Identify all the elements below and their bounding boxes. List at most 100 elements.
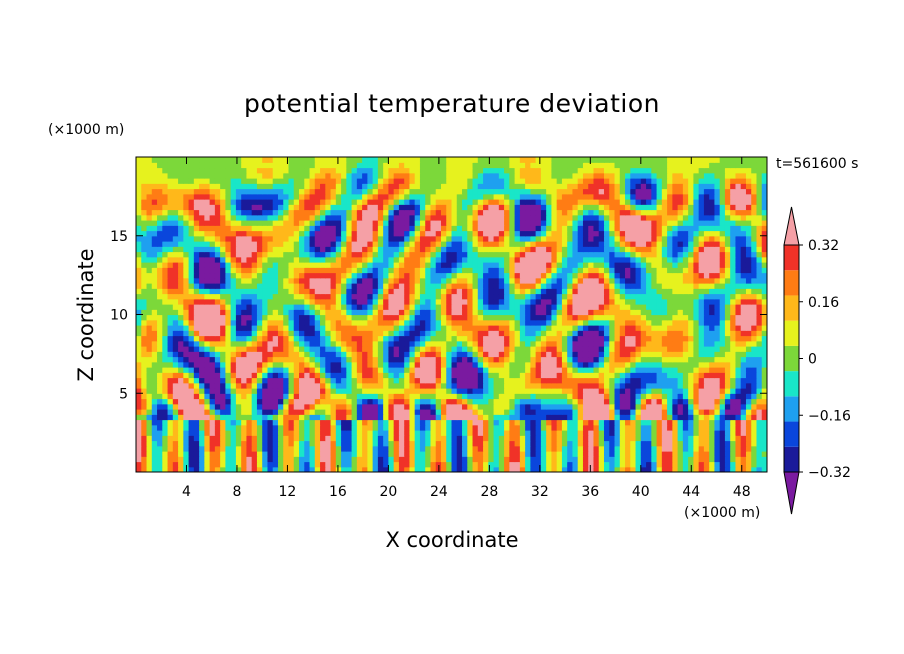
heatmap-cell (277, 262, 284, 268)
heatmap-cell (477, 398, 484, 405)
heatmap-cell (288, 361, 295, 368)
heatmap-cell (225, 414, 232, 421)
heatmap-cell (351, 309, 358, 316)
heatmap-cell (751, 414, 758, 421)
heatmap-cell (356, 288, 363, 295)
heatmap-cell (598, 451, 605, 457)
heatmap-cell (498, 288, 505, 295)
heatmap-cell (404, 451, 411, 457)
heatmap-cell (209, 451, 216, 457)
heatmap-cell (672, 440, 679, 447)
heatmap-cell (346, 451, 353, 457)
heatmap-cell (751, 430, 758, 436)
heatmap-cell (724, 382, 731, 389)
heatmap-cell (299, 293, 305, 300)
heatmap-cell (472, 277, 479, 284)
heatmap-cell (556, 288, 563, 295)
heatmap-cell (440, 398, 447, 405)
heatmap-cell (283, 361, 290, 368)
heatmap-cell (672, 304, 679, 310)
heatmap-cell (314, 440, 321, 447)
heatmap-cell (546, 314, 553, 321)
heatmap-cell (320, 283, 326, 289)
heatmap-cell (535, 451, 542, 457)
heatmap-cell (151, 388, 158, 394)
heatmap-cell (556, 403, 563, 410)
heatmap-cell (162, 388, 169, 394)
heatmap-cell (204, 466, 211, 472)
heatmap-cell (646, 309, 652, 316)
heatmap-cell (530, 403, 537, 410)
heatmap-cell (603, 398, 610, 405)
heatmap-cell (277, 293, 284, 300)
heatmap-cell (304, 393, 311, 400)
heatmap-cell (372, 319, 379, 326)
heatmap-cell (225, 304, 232, 310)
heatmap-cell (598, 335, 605, 342)
heatmap-cell (383, 393, 389, 400)
heatmap-cell (178, 340, 184, 347)
heatmap-cell (356, 283, 363, 289)
heatmap-cell (588, 340, 595, 347)
heatmap-cell (572, 283, 579, 289)
heatmap-cell (404, 293, 411, 300)
heatmap-cell (309, 293, 316, 300)
heatmap-cell (735, 388, 742, 394)
heatmap-cell (730, 445, 737, 452)
heatmap-cell (588, 430, 595, 436)
heatmap-cell (756, 398, 763, 405)
heatmap-cell (188, 335, 195, 342)
heatmap-cell (414, 272, 421, 279)
heatmap-cell (414, 288, 421, 295)
heatmap-cell (341, 314, 347, 321)
heatmap-cell (719, 382, 726, 389)
heatmap-cell (214, 414, 221, 421)
heatmap-cell (630, 456, 637, 463)
heatmap-cell (682, 361, 689, 368)
heatmap-cell (540, 451, 547, 457)
heatmap-cell (293, 262, 300, 268)
heatmap-cell (288, 309, 295, 316)
heatmap-cell (356, 435, 363, 442)
heatmap-cell (530, 356, 537, 363)
heatmap-cell (504, 393, 510, 400)
heatmap-cell (546, 325, 553, 331)
heatmap-cell (556, 440, 563, 447)
heatmap-cell (525, 340, 531, 347)
heatmap-cell (414, 435, 421, 442)
heatmap-cell (761, 319, 767, 326)
heatmap-cell (677, 314, 684, 321)
heatmap-cell (398, 409, 405, 415)
heatmap-cell (293, 340, 300, 347)
heatmap-cell (493, 251, 500, 258)
heatmap-cell (262, 283, 269, 289)
heatmap-cell (367, 393, 374, 400)
heatmap-cell (530, 346, 537, 352)
heatmap-cell (740, 283, 747, 289)
heatmap-cell (530, 409, 537, 415)
heatmap-cell (241, 267, 248, 274)
heatmap-cell (561, 325, 568, 331)
heatmap-cell (756, 309, 763, 316)
heatmap-cell (488, 346, 495, 352)
heatmap-cell (598, 419, 605, 426)
heatmap-cell (199, 309, 205, 316)
heatmap-cell (440, 288, 447, 295)
heatmap-cell (362, 314, 368, 321)
heatmap-cell (346, 419, 353, 426)
heatmap-cell (477, 388, 484, 394)
heatmap-cell (730, 272, 737, 279)
heatmap-cell (299, 288, 305, 295)
heatmap-cell (730, 340, 737, 347)
heatmap-cell (262, 424, 269, 431)
heatmap-cell (656, 356, 663, 363)
heatmap-cell (325, 262, 332, 268)
heatmap-cell (241, 256, 248, 263)
heatmap-cell (246, 393, 253, 400)
heatmap-cell (619, 293, 626, 300)
heatmap-cell (220, 393, 226, 400)
heatmap-cell (556, 409, 563, 415)
heatmap-cell (362, 283, 368, 289)
heatmap-cell (178, 377, 184, 384)
heatmap-cell (199, 356, 205, 363)
